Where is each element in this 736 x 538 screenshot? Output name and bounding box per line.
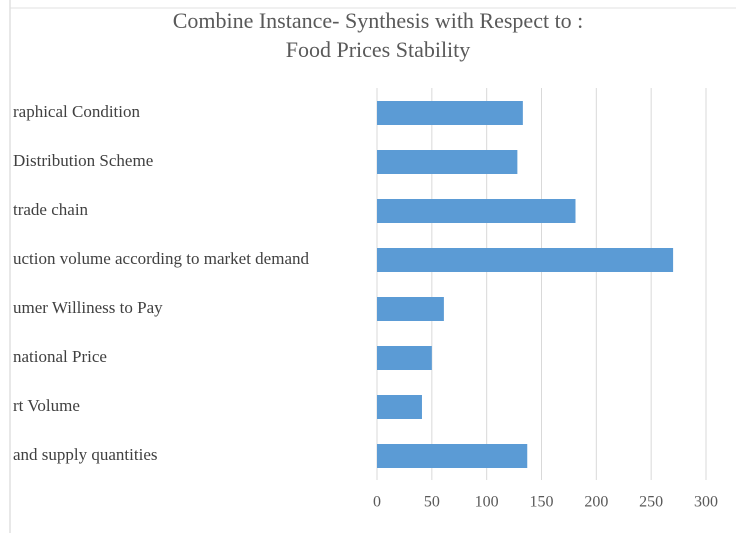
bar: [377, 150, 518, 174]
x-tick-label: 150: [530, 494, 554, 511]
y-tick-label: Distribution Scheme: [13, 151, 153, 170]
chart-title: Food Prices Stability: [286, 37, 471, 62]
bar: [377, 444, 528, 468]
chart-title: Combine Instance- Synthesis with Respect…: [173, 8, 584, 33]
bar: [377, 346, 432, 370]
y-tick-label: and supply quantities: [13, 445, 157, 464]
x-tick-label: 200: [584, 494, 608, 511]
y-tick-label: umer Williness to Pay: [13, 298, 163, 317]
bar: [377, 297, 444, 321]
x-tick-label: 50: [424, 494, 440, 511]
bar: [377, 101, 523, 125]
y-tick-label: trade chain: [13, 200, 89, 219]
x-tick-label: 100: [475, 494, 499, 511]
y-tick-label: national Price: [13, 347, 107, 366]
x-tick-label: 300: [694, 494, 718, 511]
y-tick-label: uction volume according to market demand: [13, 249, 309, 268]
x-tick-label: 0: [373, 494, 381, 511]
bar: [377, 248, 674, 272]
y-tick-label: rt Volume: [13, 396, 80, 415]
y-tick-label: raphical Condition: [13, 102, 141, 121]
bar: [377, 395, 422, 419]
x-tick-label: 250: [639, 494, 663, 511]
bar: [377, 199, 576, 223]
